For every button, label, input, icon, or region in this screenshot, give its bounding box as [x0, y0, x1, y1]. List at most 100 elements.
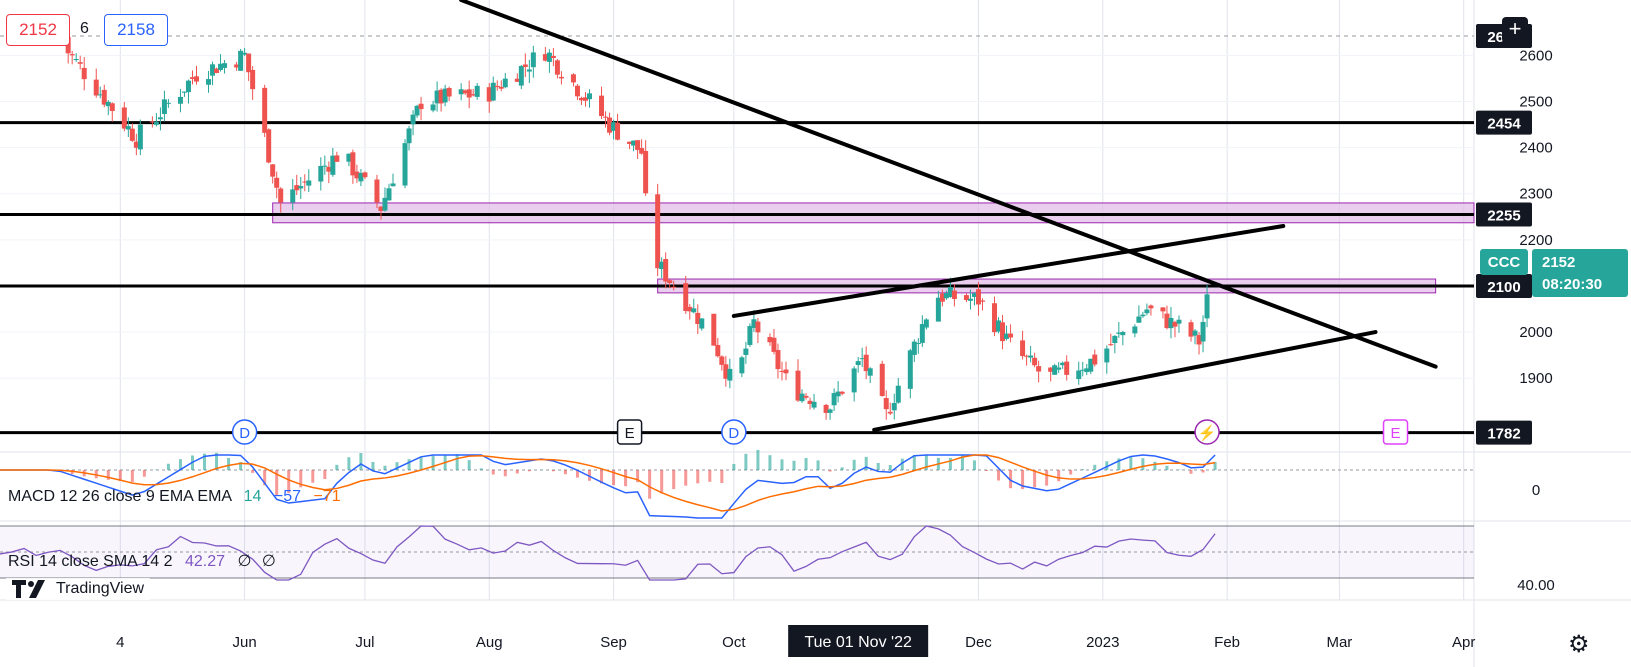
- symbol-price: 2152: [1542, 254, 1575, 271]
- time-tick-label: Sep: [600, 634, 627, 651]
- candle-body: [767, 336, 773, 343]
- candlestick-series: [53, 35, 1210, 420]
- candle-body: [751, 319, 757, 328]
- trendline[interactable]: [459, 0, 1438, 369]
- candle-body: [951, 290, 957, 299]
- candle-body: [1028, 355, 1034, 358]
- tradingview-logo-icon: [12, 580, 45, 598]
- earnings-marker[interactable]: E: [1382, 419, 1409, 445]
- svg-text:E: E: [625, 425, 635, 442]
- time-tick-label: Oct: [722, 634, 746, 651]
- candle-body: [1092, 354, 1098, 365]
- candle-body: [177, 96, 183, 104]
- candle-body: [627, 141, 633, 144]
- candle-body: [522, 64, 528, 67]
- rsi-legend: RSI 14 close SMA 14 2 42.27 ∅ ∅: [8, 553, 276, 570]
- candle-body: [671, 286, 677, 288]
- macd-histogram-bar: [900, 458, 904, 470]
- candle-body: [574, 85, 580, 97]
- trendline[interactable]: [872, 330, 1378, 432]
- candle-body: [262, 87, 268, 133]
- candle-body: [823, 404, 829, 413]
- candle-body: [546, 52, 552, 62]
- svg-text:D: D: [239, 425, 250, 442]
- macd-histogram-bar: [455, 453, 459, 470]
- logo-text: TradingView: [56, 580, 145, 597]
- macd-histogram-bar: [948, 457, 952, 470]
- candle-body: [586, 93, 592, 100]
- candle-body: [406, 128, 412, 144]
- macd-histogram-bar: [1201, 470, 1205, 473]
- candle-body: [350, 152, 356, 176]
- macd-histogram-bar: [1129, 457, 1133, 470]
- sell-price-button[interactable]: 2152: [6, 14, 70, 46]
- candle-body: [863, 354, 869, 372]
- macd-histogram-bar: [203, 453, 207, 470]
- macd-pane: [0, 449, 1474, 519]
- price-tick-label: 2600: [1519, 47, 1552, 64]
- tradingview-logo[interactable]: TradingView: [6, 578, 151, 600]
- macd-histogram-bar: [371, 461, 375, 470]
- macd-histogram-bar: [503, 470, 507, 477]
- plus-circle-icon[interactable]: +: [1502, 17, 1528, 43]
- dividend-marker[interactable]: D: [231, 419, 258, 445]
- candle-body: [1056, 367, 1062, 370]
- macd-histogram-bar: [708, 470, 712, 482]
- trendline[interactable]: [731, 224, 1286, 318]
- candle-body: [238, 50, 244, 71]
- candle-body: [711, 313, 717, 346]
- candle-body: [578, 97, 584, 101]
- candle-body: [855, 361, 861, 366]
- candle-body: [442, 88, 448, 103]
- macd-histogram-bar: [924, 455, 928, 470]
- dividend-marker[interactable]: D: [721, 419, 747, 445]
- candle-body: [599, 95, 605, 117]
- earnings-marker[interactable]: E: [616, 419, 643, 445]
- macd-histogram-bar: [1057, 470, 1061, 482]
- candle-body: [1048, 367, 1054, 372]
- macd-histogram-bar: [768, 455, 772, 470]
- macd-histogram-bar: [997, 470, 1001, 481]
- candle-body: [967, 298, 973, 301]
- buy-price-button[interactable]: 2158: [104, 14, 168, 46]
- candle-body: [101, 89, 107, 105]
- macd-histogram-bar: [972, 460, 976, 470]
- candle-body: [919, 324, 925, 343]
- macd-histogram-bar: [696, 470, 700, 484]
- candle-body: [374, 179, 380, 203]
- candle-body: [378, 206, 384, 212]
- candle-body: [887, 411, 893, 414]
- macd-histogram-bar: [142, 470, 146, 477]
- candle-body: [1088, 358, 1094, 372]
- macd-histogram-bar: [227, 457, 231, 470]
- candle-body: [362, 172, 368, 178]
- candle-body: [795, 370, 801, 401]
- candle-body: [996, 320, 1002, 332]
- price-tick-label: 2200: [1519, 232, 1552, 249]
- candle-body: [410, 114, 416, 125]
- candle-body: [129, 128, 135, 141]
- candle-body: [1112, 335, 1118, 343]
- event-markers[interactable]: D E D ⚡ E: [231, 419, 1409, 445]
- macd-histogram-bar: [792, 460, 796, 470]
- candle-body: [181, 91, 187, 93]
- gear-icon[interactable]: ⚙: [1568, 631, 1590, 658]
- candle-body: [1116, 332, 1122, 334]
- time-axis[interactable]: 4 Jun Jul Aug Sep Oct Dec 2023 Feb Mar Apr: [116, 634, 1475, 651]
- candle-body: [783, 369, 789, 374]
- candle-body: [755, 321, 761, 333]
- candle-body: [97, 94, 103, 96]
- trendlines: [459, 0, 1438, 432]
- candle-body: [470, 94, 476, 96]
- macd-histogram-bar: [106, 470, 110, 480]
- candle-body: [715, 344, 721, 357]
- candle-body: [1148, 305, 1154, 309]
- candle-body: [458, 89, 464, 95]
- candle-body: [193, 76, 199, 82]
- split-marker[interactable]: ⚡: [1194, 419, 1220, 445]
- candle-body: [185, 80, 191, 93]
- candle-body: [189, 77, 195, 80]
- macd-histogram-bar: [239, 462, 243, 470]
- crosshair-date-tag: Tue 01 Nov '22: [788, 625, 929, 657]
